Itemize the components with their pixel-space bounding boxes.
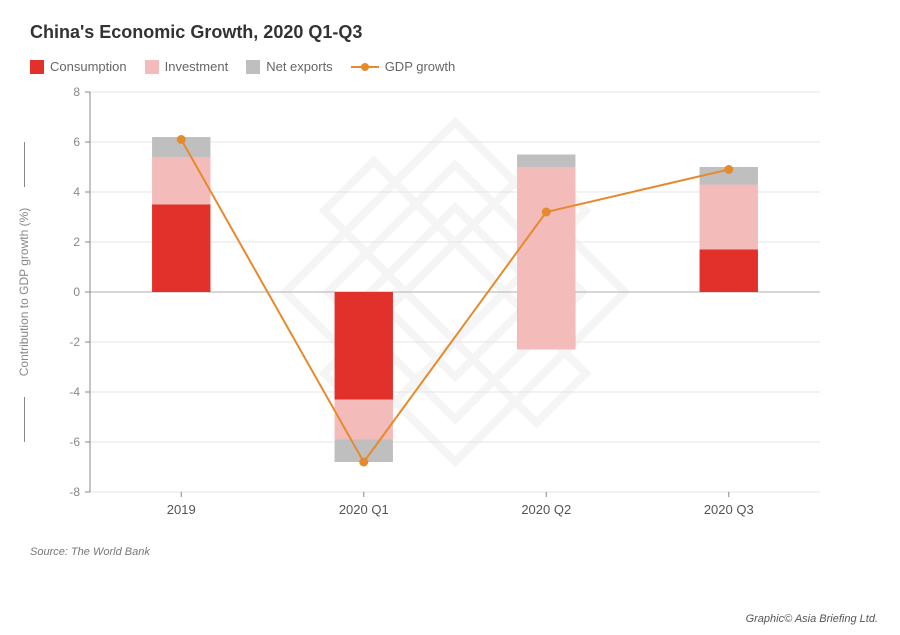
y-tick-label: 8 xyxy=(73,85,80,99)
y-tick-label: -2 xyxy=(69,335,80,349)
legend: Consumption Investment Net exports GDP g… xyxy=(30,59,870,74)
swatch-investment xyxy=(145,60,159,74)
bar-consumption xyxy=(335,292,393,400)
source-label: Source: The World Bank xyxy=(30,546,870,558)
bar-investment xyxy=(152,157,210,205)
credit-label: Graphic© Asia Briefing Ltd. xyxy=(746,613,878,625)
y-tick-label: 2 xyxy=(73,235,80,249)
swatch-gdp-line xyxy=(351,66,379,68)
y-tick-label: -6 xyxy=(69,435,80,449)
chart-plot-wrap: Contribution to GDP growth (%) -8-6-4-20… xyxy=(30,82,870,532)
swatch-consumption xyxy=(30,60,44,74)
y-tick-label: -4 xyxy=(69,385,80,399)
gdp-growth-marker xyxy=(359,458,368,467)
x-category-label: 2020 Q3 xyxy=(704,502,754,517)
gdp-growth-marker xyxy=(542,208,551,217)
y-tick-label: 4 xyxy=(73,185,80,199)
y-tick-label: 0 xyxy=(73,285,80,299)
bar-consumption xyxy=(700,250,758,293)
y-tick-label: 6 xyxy=(73,135,80,149)
bar-investment xyxy=(517,167,575,350)
legend-item-consumption: Consumption xyxy=(30,59,127,74)
legend-label-gdp-growth: GDP growth xyxy=(385,59,456,74)
legend-item-net-exports: Net exports xyxy=(246,59,332,74)
bar-consumption xyxy=(152,205,210,293)
gdp-growth-marker xyxy=(724,165,733,174)
chart-title: China's Economic Growth, 2020 Q1-Q3 xyxy=(30,22,870,43)
legend-label-net-exports: Net exports xyxy=(266,59,332,74)
x-category-label: 2020 Q1 xyxy=(339,502,389,517)
bar-investment xyxy=(700,185,758,250)
legend-label-consumption: Consumption xyxy=(50,59,127,74)
legend-label-investment: Investment xyxy=(165,59,229,74)
y-axis-label: Contribution to GDP growth (%) xyxy=(17,208,31,377)
bar-net_exports xyxy=(517,155,575,168)
y-tick-label: -8 xyxy=(69,485,80,499)
chart-svg: -8 -6 -4 -2 0 2 4 6 8 2019 2020 Q1 2020 Q2 2020 Q3 xyxy=(30,82,830,532)
chart-container: China's Economic Growth, 2020 Q1-Q3 Cons… xyxy=(0,0,900,635)
x-category-label: 2019 xyxy=(167,502,196,517)
legend-item-investment: Investment xyxy=(145,59,229,74)
swatch-net-exports xyxy=(246,60,260,74)
x-category-label: 2020 Q2 xyxy=(521,502,571,517)
gdp-growth-marker xyxy=(177,135,186,144)
legend-item-gdp-growth: GDP growth xyxy=(351,59,456,74)
